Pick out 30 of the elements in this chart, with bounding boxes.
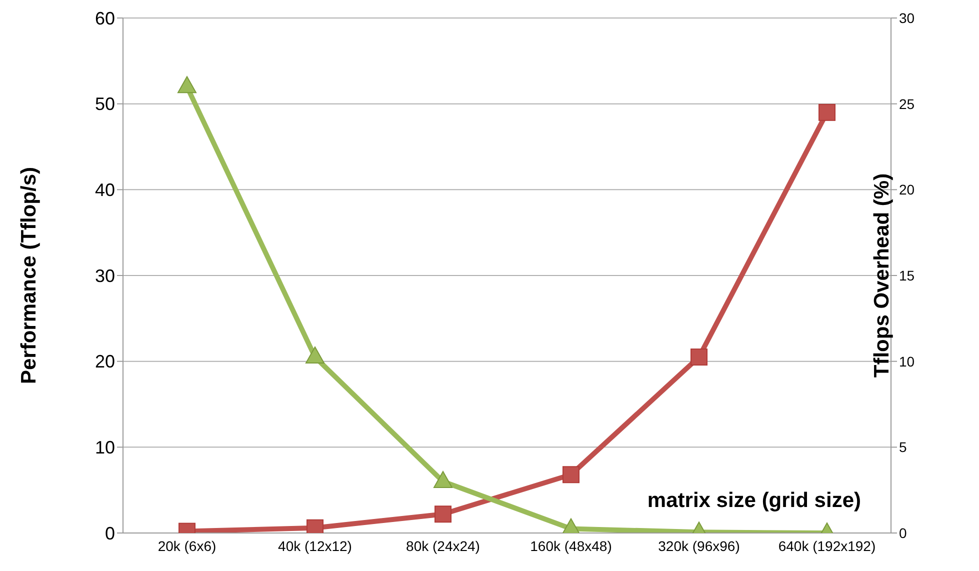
y-tick-label: 10 bbox=[94, 438, 115, 458]
y2-tick-label: 30 bbox=[899, 10, 915, 26]
y2-tick-label: 20 bbox=[899, 182, 915, 198]
x-tick-label: 640k (192x192) bbox=[778, 538, 876, 554]
point bbox=[434, 471, 452, 488]
y-tick-label: 20 bbox=[94, 352, 115, 372]
point bbox=[690, 348, 708, 366]
point bbox=[562, 466, 580, 484]
y2-axis-title: Tflops Overhead (%) bbox=[870, 173, 894, 378]
point bbox=[818, 104, 836, 121]
point bbox=[306, 346, 324, 364]
y2-tick-label: 15 bbox=[899, 267, 915, 284]
y2-tick-label: 0 bbox=[899, 524, 907, 541]
x-tick-label: 80k (24x24) bbox=[406, 538, 480, 554]
y2-tick-label: 10 bbox=[899, 353, 915, 370]
x-tick-label: 40k (12x12) bbox=[278, 538, 352, 554]
y-tick-label: 0 bbox=[104, 523, 115, 544]
y-tick-label: 40 bbox=[94, 180, 115, 200]
y-tick-label: 60 bbox=[94, 8, 115, 28]
y2-tick-label: 5 bbox=[899, 439, 907, 456]
x-axis-title: matrix size (grid size) bbox=[647, 489, 861, 512]
x-tick-label: 320k (96x96) bbox=[658, 538, 740, 554]
y2-tick-label: 25 bbox=[899, 96, 915, 112]
x-tick-label: 160k (48x48) bbox=[530, 538, 612, 554]
x-tick-label: 20k (6x6) bbox=[158, 538, 216, 554]
y-tick-label: 30 bbox=[94, 266, 115, 286]
point bbox=[178, 76, 196, 94]
y-axis-title: Performance (Tflop/s) bbox=[17, 166, 40, 384]
point bbox=[434, 506, 452, 523]
y-tick-label: 50 bbox=[94, 94, 115, 114]
